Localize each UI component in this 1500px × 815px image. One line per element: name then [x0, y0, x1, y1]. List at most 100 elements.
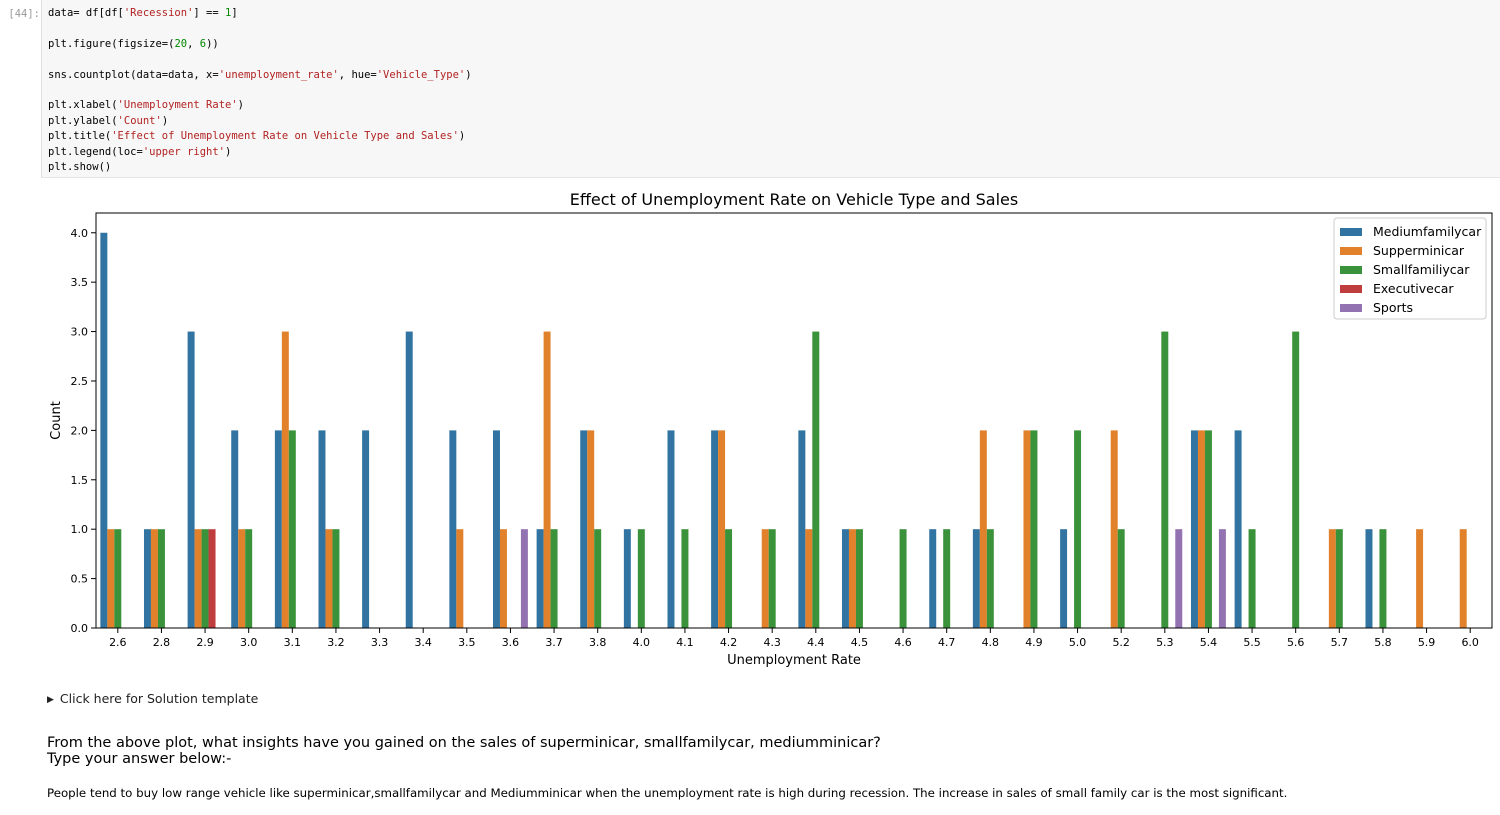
bar-smallfamiliycar	[681, 529, 689, 628]
bar-supperminicar	[805, 529, 813, 628]
bar-smallfamiliycar	[245, 529, 253, 628]
legend-label: Supperminicar	[1373, 243, 1465, 258]
bar-supperminicar	[150, 529, 158, 628]
x-tick-label: 3.7	[545, 636, 563, 649]
y-axis-label: Count	[49, 401, 64, 440]
bar-sports	[520, 529, 528, 628]
bar-smallfamiliycar	[1204, 430, 1212, 628]
code-editor[interactable]: data= df[df['Recession'] == 1] plt.figur…	[48, 7, 472, 174]
x-tick-label: 4.3	[763, 636, 781, 649]
legend-label: Executivecar	[1373, 281, 1454, 296]
x-tick-label: 5.7	[1331, 636, 1349, 649]
x-tick-label: 3.4	[414, 636, 432, 649]
bar-smallfamiliycar	[1030, 430, 1038, 628]
x-tick-label: 5.9	[1418, 636, 1436, 649]
bar-smallfamiliycar	[1292, 331, 1300, 628]
bar-mediumfamilycar	[536, 529, 544, 628]
x-tick-label: 4.5	[851, 636, 869, 649]
bar-supperminicar	[543, 331, 551, 628]
bar-mediumfamilycar	[187, 331, 195, 628]
question-text: From the above plot, what insights have …	[47, 735, 881, 767]
bar-supperminicar	[979, 430, 987, 628]
bar-mediumfamilycar	[1190, 430, 1198, 628]
bar-smallfamiliycar	[114, 529, 122, 628]
y-tick-label: 0.5	[71, 573, 89, 586]
x-tick-label: 4.1	[676, 636, 694, 649]
y-tick-label: 3.0	[71, 326, 89, 339]
x-tick-label: 3.1	[284, 636, 302, 649]
x-tick-label: 5.5	[1243, 636, 1261, 649]
x-tick-label: 2.6	[109, 636, 127, 649]
x-tick-label: 5.0	[1069, 636, 1087, 649]
bar-mediumfamilycar	[1234, 430, 1242, 628]
x-tick-label: 2.9	[196, 636, 214, 649]
answer-text: People tend to buy low range vehicle lik…	[47, 786, 1288, 800]
x-tick-label: 4.8	[982, 636, 1000, 649]
disclosure-triangle-icon: ▶	[47, 695, 54, 705]
y-axis-ticks: 0.0 0.5 1.0 1.5 2.0 2.5 3.0 3.5 4.0	[71, 227, 96, 635]
x-tick-label: 4.6	[894, 636, 912, 649]
bar-smallfamiliycar	[1161, 331, 1169, 628]
x-tick-label: 3.2	[327, 636, 345, 649]
x-tick-label: 2.8	[153, 636, 171, 649]
cell-execution-count: [44]:	[8, 8, 40, 20]
bar-smallfamiliycar	[288, 430, 296, 628]
legend-swatch	[1340, 304, 1362, 312]
legend-label: Smallfamiliycar	[1373, 262, 1470, 277]
code-cell[interactable]: data= df[df['Recession'] == 1] plt.figur…	[41, 0, 1500, 178]
bar-mediumfamilycar	[929, 529, 937, 628]
chart-title: Effect of Unemployment Rate on Vehicle T…	[570, 190, 1018, 209]
chart-legend: Mediumfamilycar Supperminicar Smallfamiliy…	[1333, 217, 1487, 320]
x-tick-label: 5.6	[1287, 636, 1305, 649]
bar-mediumfamilycar	[580, 430, 588, 628]
bar-supperminicar	[587, 430, 595, 628]
bar-supperminicar	[1197, 430, 1205, 628]
countplot-chart: Effect of Unemployment Rate on Vehicle T…	[49, 190, 1493, 668]
bar-mediumfamilycar	[667, 430, 675, 628]
bar-smallfamiliycar	[157, 529, 165, 628]
x-tick-label: 5.8	[1374, 636, 1392, 649]
bar-smallfamiliycar	[1335, 529, 1343, 628]
x-axis-label: Unemployment Rate	[727, 653, 861, 668]
x-tick-label: 3.5	[458, 636, 476, 649]
bar-smallfamiliycar	[855, 529, 863, 628]
bar-smallfamiliycar	[768, 529, 776, 628]
bar-supperminicar	[1459, 529, 1467, 628]
bar-supperminicar	[848, 529, 856, 628]
x-tick-label: 3.0	[240, 636, 258, 649]
x-tick-label: 5.4	[1200, 636, 1218, 649]
x-tick-label: 3.6	[502, 636, 520, 649]
bar-smallfamiliycar	[725, 529, 733, 628]
bar-mediumfamilycar	[972, 529, 980, 628]
legend-swatch	[1340, 285, 1362, 293]
x-tick-label: 4.4	[807, 636, 825, 649]
bar-mediumfamilycar	[405, 331, 413, 628]
plot-frame	[95, 212, 1493, 629]
x-tick-label: 5.2	[1112, 636, 1130, 649]
bar-sports	[1175, 529, 1183, 628]
bar-supperminicar	[1328, 529, 1336, 628]
bar-smallfamiliycar	[332, 529, 340, 628]
bar-mediumfamilycar	[492, 430, 500, 628]
bar-supperminicar	[1416, 529, 1424, 628]
bar-supperminicar	[456, 529, 464, 628]
bar-supperminicar	[761, 529, 769, 628]
bar-smallfamiliycar	[1074, 430, 1082, 628]
x-axis-ticks: 2.6 2.8 2.9 3.0 3.1 3.2 3.3 3.4 3.5 3.6 3.7 3.8 4.0 4…	[109, 628, 1479, 649]
bar-smallfamiliycar	[1379, 529, 1387, 628]
x-tick-label: 4.2	[720, 636, 738, 649]
bar-supperminicar	[499, 529, 507, 628]
bar-supperminicar	[1110, 430, 1118, 628]
legend-label: Mediumfamilycar	[1373, 224, 1482, 239]
legend-swatch	[1340, 247, 1362, 255]
x-tick-label: 6.0	[1461, 636, 1479, 649]
solution-template-toggle[interactable]: ▶ Click here for Solution template	[47, 691, 258, 706]
bar-mediumfamilycar	[711, 430, 719, 628]
bar-series-group	[100, 232, 1467, 628]
x-tick-label: 5.3	[1156, 636, 1174, 649]
bar-supperminicar	[107, 529, 115, 628]
bar-mediumfamilycar	[362, 430, 370, 628]
bar-smallfamiliycar	[1117, 529, 1125, 628]
bar-mediumfamilycar	[623, 529, 631, 628]
bar-supperminicar	[194, 529, 202, 628]
